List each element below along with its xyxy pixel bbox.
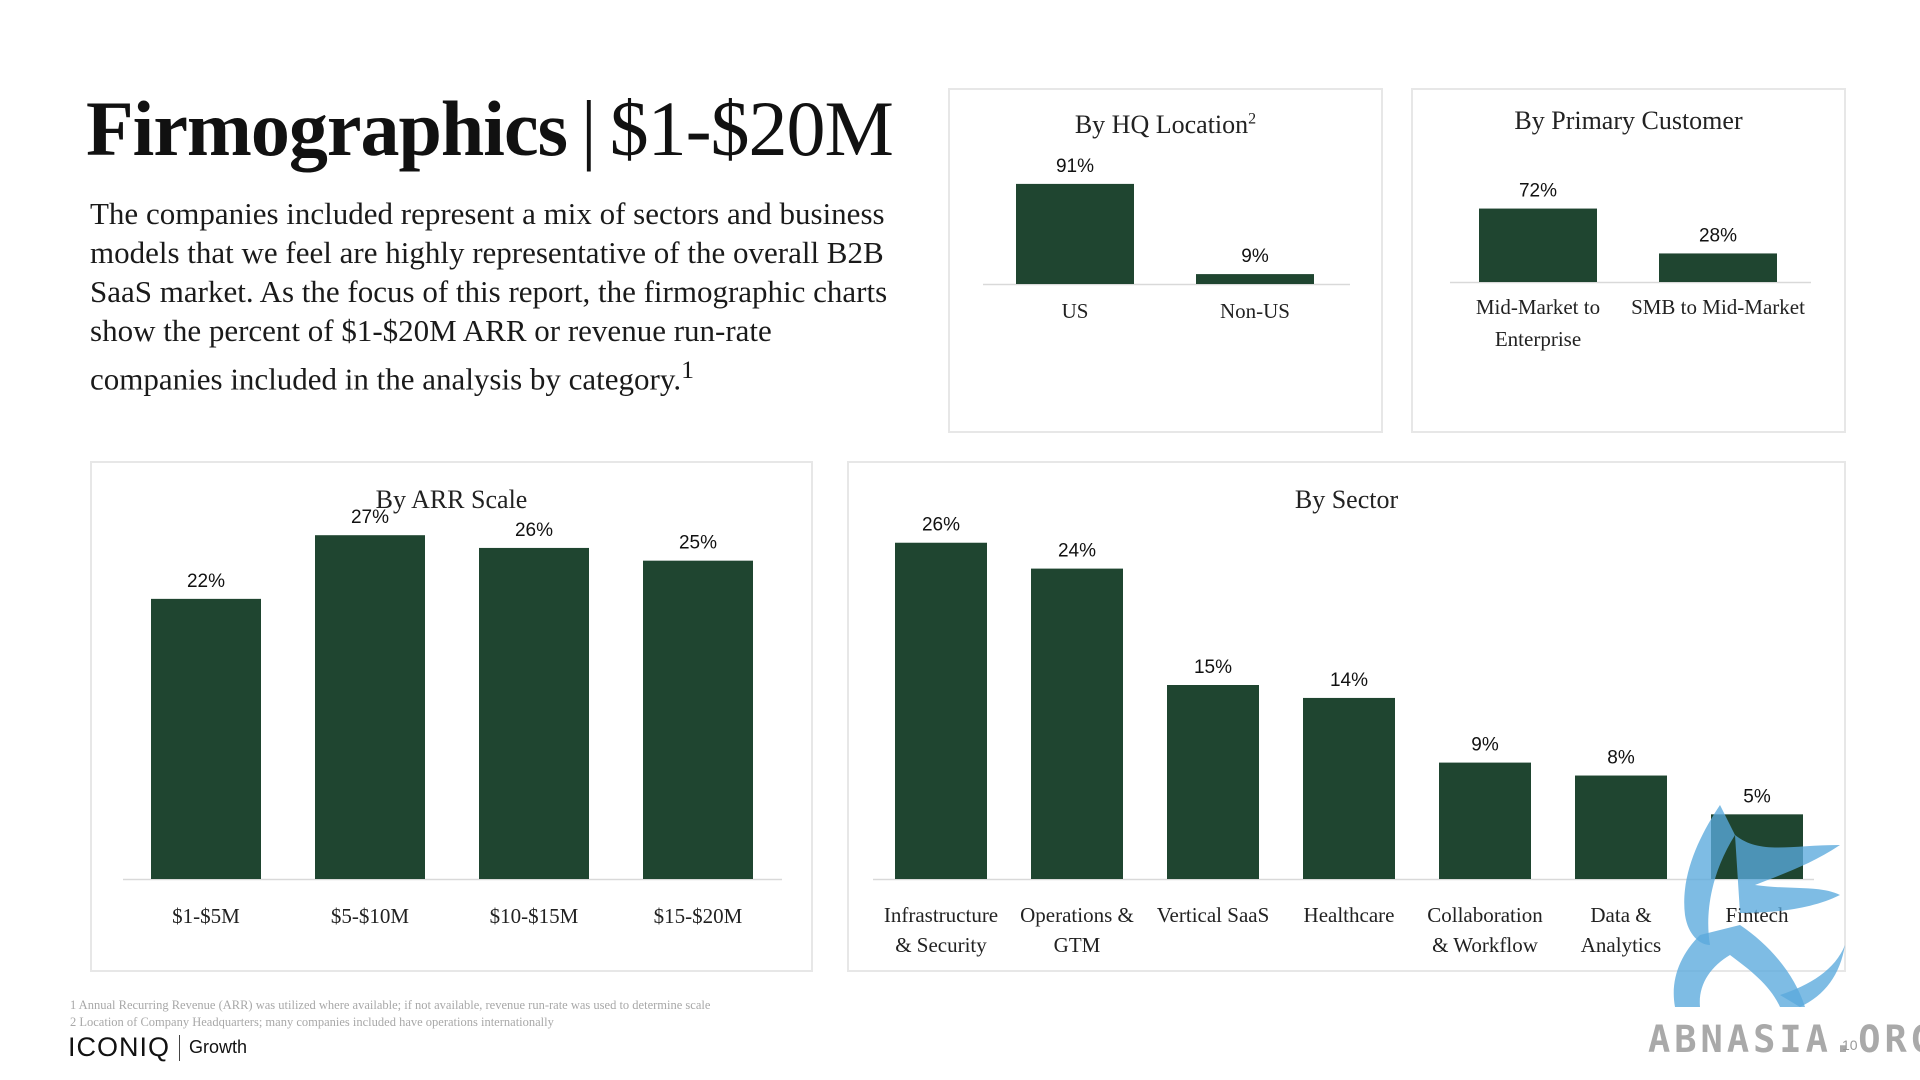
brand-divider [179,1034,181,1061]
brand-sub-text: Growth [189,1037,248,1057]
arr-category-label-1: $5-$10M [331,904,409,928]
arr-value-label-1: 27% [351,507,389,528]
hq-location-chart-title: By HQ Location2 [950,110,1381,140]
iconiq-growth-logo: ICONIQ Growth [68,1032,247,1063]
sector-category-label-1-line-1: GTM [1054,933,1101,957]
title-main: Firmographics [86,85,568,172]
sector-panel: By Sector 26% Infrastructure & Security 24%… [847,461,1846,972]
sector-category-label-4: Collaboration [1427,903,1543,927]
intro-paragraph: The companies included represent a mix o… [90,194,890,398]
arr-value-label-0: 22% [187,571,225,592]
customer-category-label-1: SMB to Mid-Market [1631,295,1805,319]
hq-location-panel: By HQ Location2 91% US 9% Non-US [948,88,1383,433]
watermark-text: ABNASIA.ORG [1648,1018,1920,1061]
sector-chart-title: By Sector [1294,485,1399,514]
arr-value-label-3: 25% [679,533,717,554]
sector-value-label-1: 24% [1058,541,1096,562]
primary-customer-panel: By Primary Customer 72% Mid-Market to Ente… [1411,88,1846,433]
customer-bar-0 [1479,208,1597,282]
arr-category-label-0: $1-$5M [172,904,240,928]
arr-bar-1 [315,535,425,879]
sector-category-label-2: Vertical SaaS [1157,903,1270,927]
customer-category-label-0-line-1: Enterprise [1495,327,1581,351]
hq-category-label-1: Non-US [1220,299,1290,323]
arr-bar-2 [479,547,589,879]
watermark-griffin-icon [1673,805,1845,1007]
sector-value-label-6: 5% [1743,786,1771,807]
sector-category-label-1: Operations & [1020,903,1134,927]
sector-category-label-0: Infrastructure [884,903,998,927]
sector-category-label-4-line-1: & Workflow [1432,933,1539,957]
sector-category-label-5: Data & [1590,903,1651,927]
sector-bar-5 [1575,775,1667,879]
arr-scale-panel: By ARR Scale 22% $1-$5M 27% $5-$10M 26% $10-$… [90,461,813,972]
sector-value-label-2: 15% [1194,657,1232,678]
hq-location-title-footnote: 2 [1248,110,1257,128]
arr-category-label-3: $15-$20M [654,904,743,928]
hq-location-chart: 91% US 9% Non-US [983,156,1350,323]
hq-bar-0 [1016,183,1134,284]
customer-value-label-1: 28% [1699,225,1737,246]
sector-bar-4 [1439,762,1531,879]
sector-category-label-0-line-1: & Security [895,933,987,957]
arr-bar-0 [151,598,261,879]
intro-text: The companies included represent a mix o… [90,196,888,397]
sector-category-label-3: Healthcare [1304,903,1395,927]
sector-bar-2 [1167,685,1259,879]
hq-value-label-1: 9% [1241,246,1269,267]
title-separator: | [580,85,597,172]
sector-value-label-4: 9% [1471,735,1499,756]
arr-scale-chart: 22% $1-$5M 27% $5-$10M 26% $10-$15M 25% $15-$20… [123,507,782,928]
arr-value-label-2: 26% [515,520,553,541]
sector-value-label-0: 26% [922,515,960,536]
customer-category-label-0: Mid-Market to [1476,295,1600,319]
hq-bar-1 [1196,274,1314,284]
sector-bar-1 [1031,568,1123,879]
arr-bar-3 [643,560,753,879]
title-range: $1-$20M [609,85,894,172]
primary-customer-chart-title: By Primary Customer [1514,106,1743,135]
page-title: Firmographics | $1-$20M [86,84,894,174]
brand-logo-text: ICONIQ [68,1032,171,1062]
arr-scale-chart-title: By ARR Scale [375,485,528,514]
hq-category-label-0: US [1062,299,1089,323]
primary-customer-chart: 72% Mid-Market to Enterprise 28% SMB to Mid-… [1450,181,1811,351]
sector-bar-0 [895,542,987,879]
sector-bar-3 [1303,697,1395,879]
page-number: 10 [1842,1037,1858,1053]
arr-category-label-2: $10-$15M [490,904,579,928]
sector-category-label-5-line-1: Analytics [1581,933,1661,957]
hq-value-label-0: 91% [1056,156,1094,177]
intro-footnote-ref: 1 [681,355,695,384]
customer-value-label-0: 72% [1519,181,1557,202]
footnote-1: 1 Annual Recurring Revenue (ARR) was uti… [70,998,711,1012]
sector-chart: 26% Infrastructure & Security 24% Operations… [873,515,1814,957]
hq-location-title-text: By HQ Location [1074,110,1249,139]
sector-value-label-3: 14% [1330,670,1368,691]
sector-value-label-5: 8% [1607,748,1635,769]
footnote-2: 2 Location of Company Headquarters; many… [70,1015,554,1029]
customer-bar-1 [1659,253,1777,282]
